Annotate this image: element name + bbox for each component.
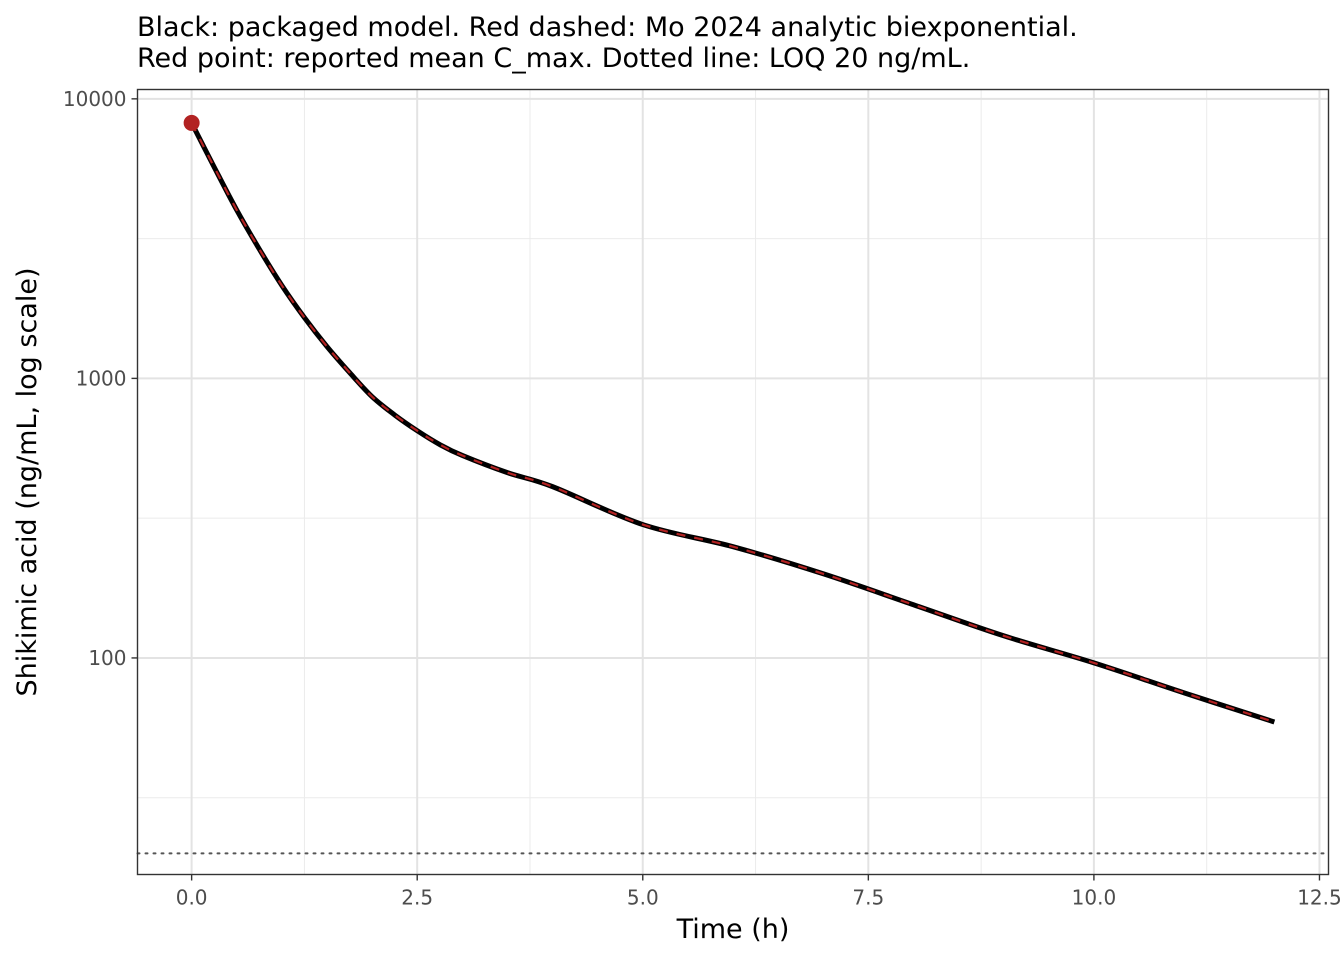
plot-panel-border — [136, 88, 1330, 876]
y-tick-label: 10000 — [63, 87, 127, 111]
points-layer — [183, 114, 200, 131]
plot-panel — [137, 89, 1329, 875]
cmax-point — [183, 114, 200, 131]
y-axis-title: Shikimic acid (ng/mL, log scale) — [12, 268, 43, 697]
chart-subtitle-line-1: Black: packaged model. Red dashed: Mo 20… — [137, 12, 1078, 43]
chart-subtitle-line-2: Red point: reported mean C_max. Dotted l… — [137, 43, 970, 74]
series-line-analytic-dashed — [190, 122, 1275, 724]
x-axis: 0.0 2.5 5.0 7.5 10.0 12.5 — [176, 874, 1342, 910]
y-axis: 100 1000 10000 — [63, 87, 138, 670]
minor-gridlines — [137, 89, 1329, 875]
x-tick-label: 12.5 — [1297, 886, 1342, 910]
y-tick-label: 1000 — [76, 366, 127, 390]
y-tick-label: 100 — [88, 646, 126, 670]
x-tick-label: 7.5 — [852, 886, 884, 910]
x-tick-label: 0.0 — [176, 886, 208, 910]
series-layer — [189, 121, 1276, 725]
x-tick-label: 2.5 — [401, 886, 433, 910]
major-gridlines — [137, 89, 1329, 875]
x-tick-label: 10.0 — [1072, 886, 1117, 910]
x-axis-title: Time (h) — [676, 914, 790, 945]
x-tick-label: 5.0 — [627, 886, 659, 910]
